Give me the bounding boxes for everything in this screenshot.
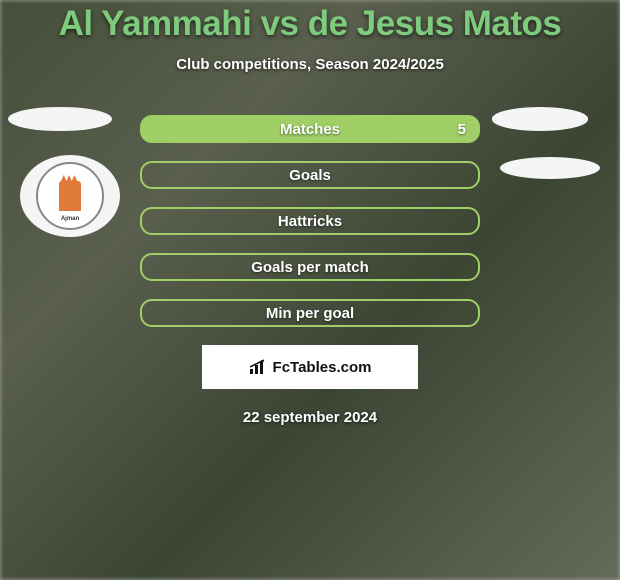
right-team-badge-pill-2: [500, 157, 600, 179]
stat-row-goals: Goals: [140, 161, 480, 189]
brand-box: FcTables.com: [202, 345, 418, 389]
stat-row-goals-per-match: Goals per match: [140, 253, 480, 281]
club-logo-text: Ajman: [61, 216, 79, 222]
stat-label: Hattricks: [278, 213, 342, 230]
stat-label: Matches: [280, 121, 340, 138]
brand-text: FcTables.com: [273, 359, 372, 376]
left-team-logo-oval: Ajman: [20, 155, 120, 237]
club-logo: Ajman: [36, 162, 104, 230]
bars-icon: [249, 359, 269, 375]
stat-row-matches: Matches 5: [140, 115, 480, 143]
stat-label: Goals: [289, 167, 331, 184]
page-title: Al Yammahi vs de Jesus Matos: [59, 4, 562, 44]
stat-label: Goals per match: [251, 259, 369, 276]
stat-row-min-per-goal: Min per goal: [140, 299, 480, 327]
stat-label: Min per goal: [266, 305, 354, 322]
content-container: Al Yammahi vs de Jesus Matos Club compet…: [0, 0, 620, 580]
stat-row-hattricks: Hattricks: [140, 207, 480, 235]
right-team-badge-pill-1: [492, 107, 588, 131]
footer-date: 22 september 2024: [243, 409, 377, 426]
page-subtitle: Club competitions, Season 2024/2025: [176, 56, 444, 73]
stats-area: Ajman Matches 5 Goals Hattricks Goals pe…: [0, 115, 620, 327]
stat-rows: Matches 5 Goals Hattricks Goals per matc…: [140, 115, 480, 327]
club-logo-tower-icon: [59, 181, 81, 211]
stat-value-right: 5: [458, 121, 466, 138]
left-team-badge-pill: [8, 107, 112, 131]
